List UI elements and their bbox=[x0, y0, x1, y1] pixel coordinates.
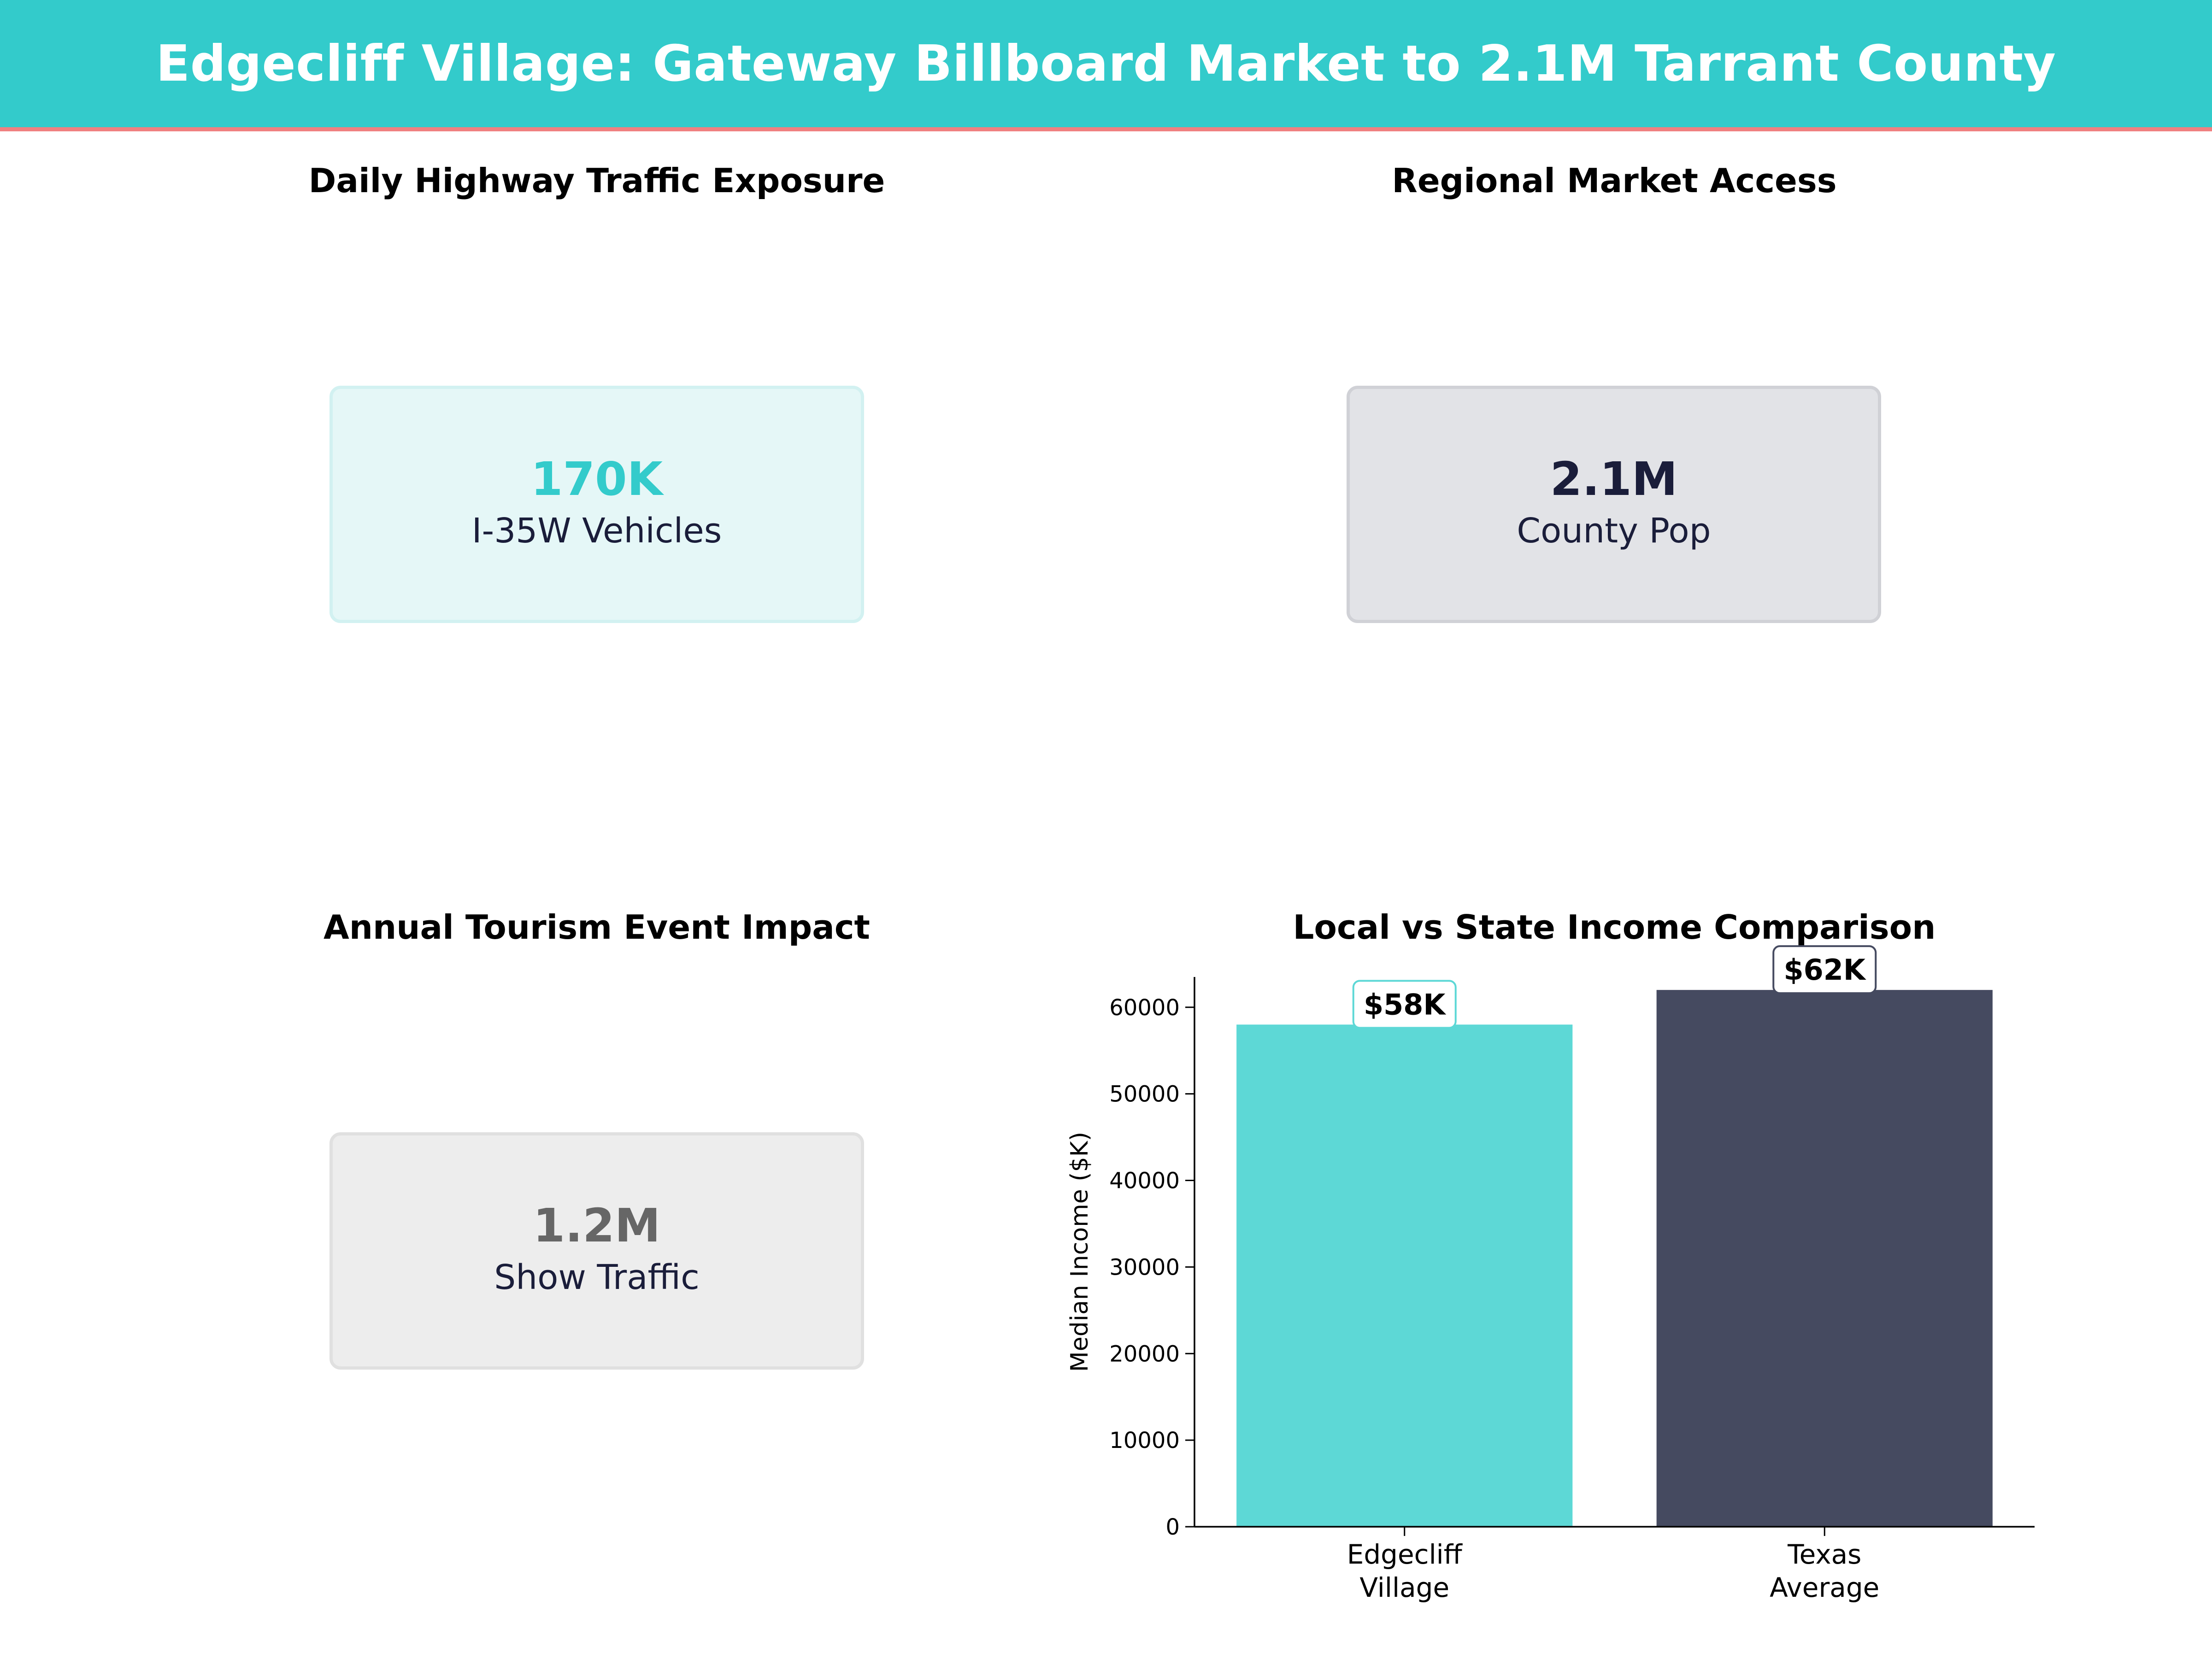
bar bbox=[1236, 1024, 1573, 1527]
traffic-kpi-value: 170K bbox=[530, 452, 663, 506]
data-label: $62K bbox=[1784, 953, 1866, 987]
traffic-panel-title: Daily Highway Traffic Exposure bbox=[308, 161, 885, 200]
bar bbox=[1656, 990, 1993, 1527]
y-axis-label: Median Income ($K) bbox=[1066, 1132, 1094, 1372]
data-label-box bbox=[1772, 945, 1877, 994]
y-tick-label: 40000 bbox=[1109, 1168, 1180, 1194]
traffic-kpi-label: I-35W Vehicles bbox=[471, 511, 722, 551]
income-chart-title: Local vs State Income Comparison bbox=[1293, 908, 1936, 947]
traffic-kpi-card: 170K I-35W Vehicles bbox=[329, 386, 864, 623]
tourism-panel-title: Annual Tourism Event Impact bbox=[324, 908, 870, 947]
y-tick-label: 10000 bbox=[1109, 1428, 1180, 1453]
income-bar-chart: Median Income ($K) 0 10000 20000 30000 40000 5… bbox=[1066, 945, 2035, 1603]
y-tick-label: 50000 bbox=[1109, 1082, 1180, 1107]
y-tick-label: 30000 bbox=[1109, 1254, 1180, 1280]
x-tick-label: Texas Average bbox=[1770, 1539, 1879, 1603]
y-tick-label: 0 bbox=[1165, 1514, 1180, 1540]
market-panel-title: Regional Market Access bbox=[1392, 161, 1837, 200]
tourism-kpi-value: 1.2M bbox=[533, 1198, 661, 1253]
market-kpi-label: County Pop bbox=[1517, 511, 1711, 551]
x-tick-label: Edgecliff Village bbox=[1347, 1539, 1463, 1603]
dashboard-title: Edgecliff Village: Gateway Billboard Mar… bbox=[156, 35, 2056, 93]
y-tick-label: 20000 bbox=[1109, 1341, 1180, 1367]
market-kpi-card: 2.1M County Pop bbox=[1347, 386, 1881, 623]
market-kpi-value: 2.1M bbox=[1550, 452, 1678, 506]
header-banner: Edgecliff Village: Gateway Billboard Mar… bbox=[0, 0, 2212, 131]
data-label-box bbox=[1352, 980, 1457, 1029]
tourism-kpi-card: 1.2M Show Traffic bbox=[329, 1132, 864, 1370]
data-label: $58K bbox=[1364, 988, 1446, 1021]
tourism-kpi-label: Show Traffic bbox=[494, 1257, 700, 1297]
y-tick-label: 60000 bbox=[1109, 995, 1180, 1021]
